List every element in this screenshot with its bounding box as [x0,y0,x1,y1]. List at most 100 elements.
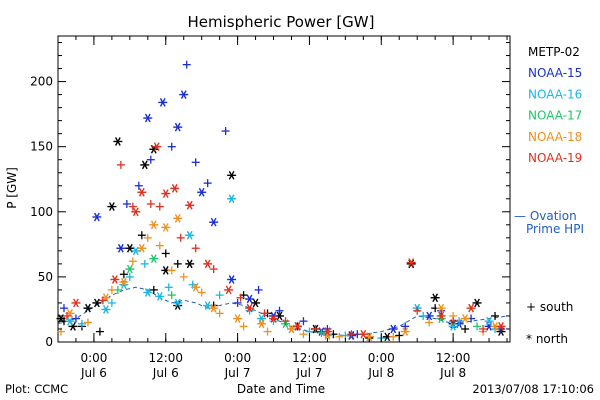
point-noaa-15-north [116,243,126,253]
point-noaa-16-south [164,283,173,292]
point-noaa-18-south [197,288,206,297]
point-noaa-17-south [167,291,176,300]
point-noaa-15-south [191,158,200,167]
point-metp-02-north [83,303,93,313]
legend-entry-metp-02: METP-02 [528,45,580,59]
point-noaa-15-south [167,142,176,151]
point-noaa-19-north [496,322,506,331]
point-noaa-16-south [140,259,149,268]
ovation-prime-hpi-line [57,286,508,337]
point-noaa-19-north [137,187,147,197]
point-noaa-16-south [215,291,224,300]
x-tick-day-label: Jul 7 [224,366,251,380]
point-metp-02-north [251,298,261,308]
point-noaa-19-north [406,258,416,267]
point-noaa-15-north [173,122,183,132]
point-noaa-18-south [128,257,137,266]
point-noaa-19-north [292,322,302,331]
point-noaa-19-north [110,275,120,284]
point-noaa-15-south [299,317,308,326]
point-noaa-19-north [170,184,180,193]
point-noaa-15-north [209,217,219,227]
point-noaa-15-north [197,187,207,197]
point-noaa-16-south [107,298,116,307]
point-noaa-16-north [101,305,111,314]
x-tick-time-label: 0:00 [80,351,107,365]
point-noaa-16-north [143,288,153,297]
point-noaa-16-north [65,316,75,326]
y-tick-label: 150 [30,140,53,154]
point-noaa-19-south [155,202,164,211]
point-metp-02-south [461,324,470,333]
plot-credit: Plot: CCMC [5,382,68,396]
x-tick-time-label: 12:00 [436,351,471,365]
point-noaa-19-north [161,189,171,198]
point-noaa-19-north [224,285,234,295]
legend-entry-noaa-16: NOAA-16 [528,87,582,101]
x-tick-day-label: Jul 8 [367,366,394,380]
point-metp-02-south [149,285,158,294]
legend-entry-noaa-15: NOAA-15 [528,66,582,80]
point-noaa-19-north [269,314,279,323]
point-noaa-18-north [209,303,219,313]
point-noaa-18-north [233,314,243,323]
point-noaa-16-north [448,322,458,331]
point-metp-02-north [68,322,78,331]
x-tick-day-label: Jul 6 [80,366,107,380]
x-tick-day-label: Jul 6 [152,366,179,380]
point-noaa-18-south [389,332,398,341]
point-noaa-19-north [185,200,195,210]
point-noaa-18-north [149,220,159,230]
point-noaa-19-south [128,202,137,211]
point-noaa-18-south [299,330,308,339]
point-noaa-18-north [161,223,171,232]
point-noaa-19-north [131,207,141,217]
point-noaa-18-south [179,272,188,281]
point-noaa-19-north [71,298,81,308]
point-noaa-16-north [155,292,165,301]
point-noaa-15-north [143,113,153,123]
legend-entry-noaa-17: NOAA-17 [528,109,582,123]
point-noaa-18-north [322,331,332,340]
point-noaa-19-north [322,327,332,336]
point-metp-02-north [185,259,195,269]
point-noaa-18-south [83,318,92,327]
point-noaa-15-north [92,212,102,222]
point-noaa-19-north [436,311,446,321]
point-metp-02-south [137,231,146,240]
point-noaa-18-south [239,322,248,331]
point-noaa-17-north [125,264,135,274]
point-noaa-15-south [221,127,230,136]
x-axis-label: Date and Time [237,382,325,396]
plot-timestamp: 2013/07/08 17:10:06 [472,382,594,396]
point-noaa-15-south [59,304,68,313]
point-noaa-16-north [173,298,183,308]
point-noaa-18-north [257,319,267,329]
point-noaa-17-north [149,254,159,264]
y-axis-label: P [GW] [5,167,19,209]
point-noaa-16-north [484,316,494,326]
point-noaa-18-north [400,327,410,336]
y-tick-label: 0 [45,335,53,349]
point-metp-02-north [227,170,237,180]
point-metp-02-north [472,298,482,308]
point-noaa-18-north [191,282,201,292]
point-noaa-19-south [281,317,290,326]
point-noaa-19-south [449,317,458,326]
point-noaa-15-south [401,322,410,331]
x-tick-time-label: 12:00 [148,351,183,365]
point-noaa-19-south [236,293,245,302]
point-noaa-15-north [158,98,168,107]
x-tick-day-label: Jul 8 [439,366,466,380]
point-noaa-18-south [215,309,224,318]
point-noaa-18-south [263,327,272,336]
y-tick-label: 50 [38,270,53,284]
y-tick-label: 100 [30,205,53,219]
point-noaa-15-south [122,199,131,208]
x-tick-time-label: 0:00 [224,351,251,365]
point-noaa-19-south [116,160,125,169]
point-noaa-18-north [460,314,470,323]
point-noaa-15-south [275,306,284,315]
